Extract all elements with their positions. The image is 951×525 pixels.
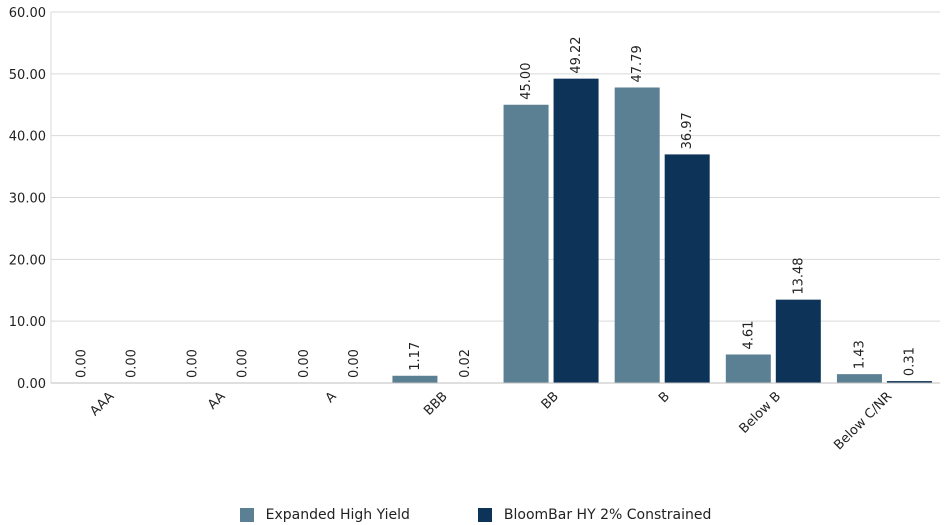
legend-swatch-series-2	[477, 508, 492, 522]
y-tick-label: 50.00	[9, 68, 46, 83]
bar-series-1-b	[614, 87, 660, 383]
legend-label-series-2: BloomBar HY 2% Constrained	[503, 507, 712, 523]
legend-item-series-1: Expanded High Yield	[239, 505, 410, 525]
data-label: 4.61	[741, 321, 756, 350]
x-tick-label: Below B	[737, 389, 784, 436]
data-label: 0.00	[186, 349, 201, 378]
data-label: 45.00	[519, 63, 534, 100]
data-label: 0.00	[347, 349, 362, 378]
x-tick-label: BB	[539, 389, 562, 412]
data-label: 49.22	[569, 36, 584, 73]
data-label: 0.31	[902, 347, 917, 376]
y-axis: 0.00 10.00 20.00 30.00 40.00 50.00 60.00	[9, 6, 46, 392]
y-tick-label: 30.00	[9, 192, 46, 207]
y-tick-label: 40.00	[9, 130, 46, 145]
data-label: 0.00	[125, 349, 140, 378]
x-tick-label: AAA	[87, 389, 117, 419]
bars	[392, 78, 932, 383]
legend-label-series-1: Expanded High Yield	[265, 507, 410, 523]
data-label: 47.79	[630, 45, 645, 82]
bar-series-1-below-c-nr	[836, 374, 882, 383]
data-labels: 0.00 0.00 0.00 0.00 0.00 0.00 1.17 0.02 45.00 49.…	[75, 36, 918, 378]
legend-item-series-2: BloomBar HY 2% Constrained	[477, 505, 712, 525]
x-tick-label: AA	[205, 389, 229, 413]
gridlines	[50, 11, 940, 384]
bar-series-1-bbb	[392, 375, 438, 383]
data-label: 0.00	[297, 349, 312, 378]
y-tick-label: 10.00	[9, 315, 46, 330]
bar-series-2-below-c-nr	[886, 381, 932, 383]
data-label: 0.02	[458, 349, 473, 378]
bar-series-1-below-b	[725, 354, 771, 383]
y-tick-label: 0.00	[17, 377, 46, 392]
x-tick-label: Below C/NR	[831, 389, 895, 453]
data-label: 36.97	[680, 112, 695, 149]
data-label: 1.17	[408, 342, 423, 371]
data-label: 1.43	[852, 340, 867, 369]
bar-series-2-below-b	[775, 299, 821, 383]
bar-series-2-bb	[553, 78, 599, 383]
x-tick-label: BBB	[421, 389, 451, 419]
bar-series-1-bb	[503, 104, 549, 383]
x-tick-label: A	[323, 389, 340, 406]
x-tick-label: B	[656, 389, 673, 406]
legend-swatch-series-1	[239, 508, 254, 522]
data-label: 0.00	[75, 349, 90, 378]
legend: Expanded High Yield BloomBar HY 2% Const…	[0, 505, 951, 525]
data-label: 13.48	[791, 257, 806, 294]
data-label: 0.00	[236, 349, 251, 378]
bar-series-2-b	[664, 154, 710, 383]
x-axis: AAA AA A BBB BB B Below B Below C/NR	[51, 382, 940, 453]
y-tick-label: 20.00	[9, 253, 46, 268]
y-tick-label: 60.00	[9, 6, 46, 21]
